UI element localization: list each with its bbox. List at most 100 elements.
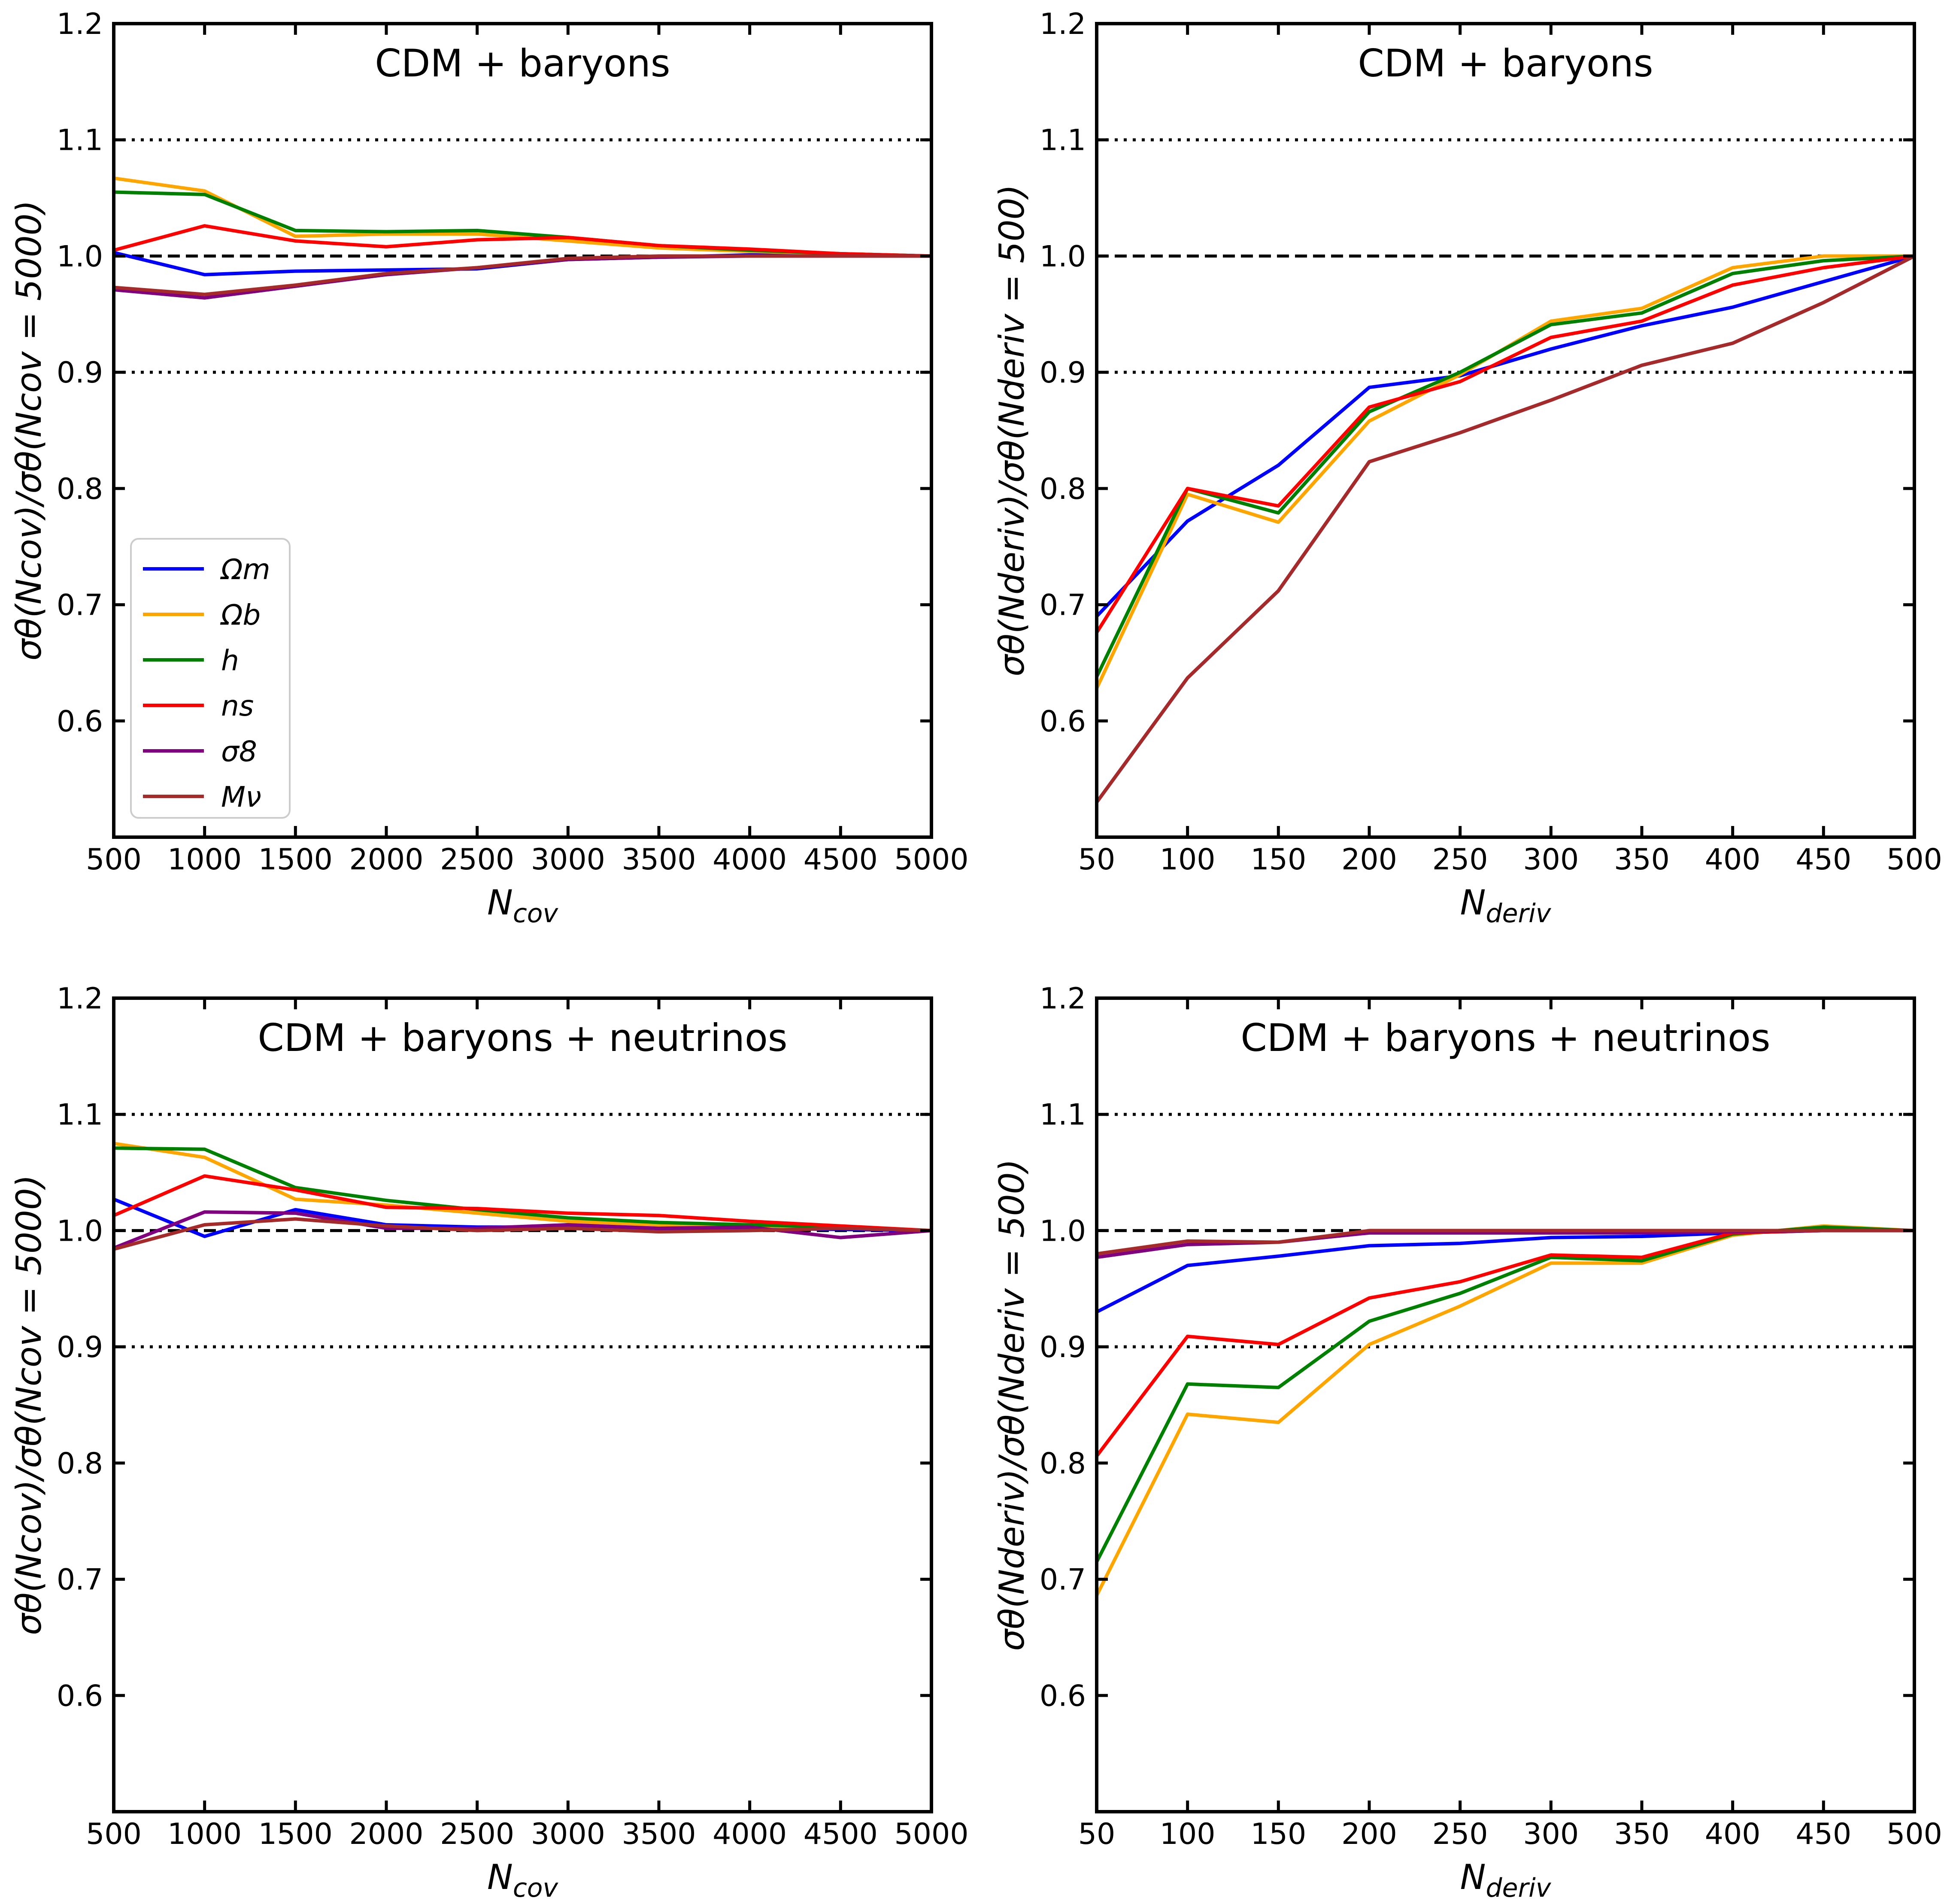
x-tick-label: 5000 [894, 843, 968, 877]
legend-label: Mν [221, 780, 261, 814]
x-tick-label: 450 [1795, 1817, 1851, 1851]
x-tick-label: 4500 [804, 843, 878, 877]
x-tick-label: 2500 [440, 1817, 514, 1851]
y-tick-label: 0.7 [57, 589, 103, 623]
panel-3: 0.6 0.7 0.8 0.9 1.0 1.1 1.2 500 1000 1500 2000 2500… [9, 982, 969, 1903]
x-tick-label: 3000 [531, 1817, 605, 1851]
y-tick-label: 0.7 [1040, 1563, 1086, 1597]
legend-label: Ωb [220, 598, 261, 632]
y-tick-label: 0.6 [1040, 1679, 1086, 1713]
x-tick-label: 250 [1432, 843, 1488, 877]
x-tick-label: 1500 [258, 1817, 333, 1851]
legend-label: h [221, 644, 239, 677]
x-tick-label: 450 [1795, 843, 1851, 877]
y-tick-label: 0.9 [1040, 1330, 1086, 1364]
y-tick-label: 1.2 [57, 982, 103, 1016]
x-axis-label: Ncov [487, 883, 559, 929]
series-group [1097, 254, 1914, 804]
y-tick-label: 1.0 [1040, 1214, 1086, 1248]
series-line-5 [1097, 254, 1914, 804]
series-line-5 [1097, 1229, 1914, 1256]
x-tick-label: 350 [1614, 843, 1670, 877]
x-axis-label: Ncov [487, 1857, 559, 1903]
series-line-5 [114, 1217, 931, 1251]
y-tick-label: 0.6 [1040, 705, 1086, 738]
plot-frame [112, 996, 933, 1813]
x-tick-label: 500 [1886, 1817, 1942, 1851]
x-tick-label: 1000 [167, 843, 242, 877]
x-tick-label: 350 [1614, 1817, 1670, 1851]
series-line-2 [114, 1146, 931, 1233]
y-tick-label: 0.9 [1040, 356, 1086, 390]
series-line-3 [1097, 254, 1914, 634]
series-line-3 [114, 224, 931, 258]
x-tick-label: 5000 [894, 1817, 968, 1851]
x-tick-label: 400 [1705, 1817, 1761, 1851]
y-tick-label: 1.1 [1040, 124, 1086, 158]
x-axis-label-sub: deriv [1486, 1873, 1551, 1903]
y-tick-label: 0.8 [1040, 1447, 1086, 1481]
legend-label: Ωm [220, 553, 270, 586]
y-tick-label: 0.9 [57, 356, 103, 390]
x-tick-label: 400 [1705, 843, 1761, 877]
y-tick-label: 1.1 [57, 124, 103, 158]
x-axis-label-sub: cov [513, 899, 559, 929]
legend-box [130, 538, 291, 819]
y-tick-label: 1.2 [1040, 7, 1086, 41]
y-tick-label: 0.6 [57, 705, 103, 738]
x-axis-label: Nderiv [1460, 1857, 1552, 1903]
y-tick-label: 0.7 [57, 1563, 103, 1597]
x-tick-label: 50 [1078, 843, 1116, 877]
y-tick-label: 0.6 [57, 1679, 103, 1713]
series-line-4 [114, 1210, 931, 1250]
x-tick-label: 2000 [349, 1817, 423, 1851]
x-tick-label: 1000 [167, 1817, 242, 1851]
panel-2: 0.6 0.7 0.8 0.9 1.0 1.1 1.2 50 100 150 200 250 300 35… [992, 7, 1942, 929]
y-tick-label: 0.9 [57, 1330, 103, 1364]
x-tick-label: 100 [1160, 1817, 1216, 1851]
plot-frame [1095, 996, 1916, 1813]
x-tick-label: 200 [1341, 843, 1397, 877]
plot-frame [1095, 22, 1916, 839]
x-tick-label: 500 [86, 843, 142, 877]
series-line-2 [1097, 254, 1914, 678]
x-tick-label: 3500 [622, 843, 696, 877]
y-tick-label: 1.2 [57, 7, 103, 41]
chart-title: CDM + baryons + neutrinos [1240, 1016, 1770, 1060]
series-line-0 [1097, 254, 1914, 618]
x-tick-label: 4000 [713, 843, 787, 877]
x-tick-label: 4500 [804, 1817, 878, 1851]
x-tick-label: 2500 [440, 843, 514, 877]
x-axis-label-sub: cov [513, 1873, 559, 1903]
x-tick-label: 150 [1250, 843, 1306, 877]
y-tick-label: 1.0 [57, 240, 103, 273]
y-axis-label: σθ(Nderiv)/σθ(Nderiv = 500) [992, 184, 1032, 676]
legend-label: σ8 [221, 735, 257, 768]
x-tick-label: 150 [1250, 1817, 1306, 1851]
y-axis-label: σθ(Ncov)/σθ(Ncov = 5000) [9, 1175, 49, 1635]
x-tick-label: 3500 [622, 1817, 696, 1851]
series-line-5 [114, 254, 931, 296]
y-tick-label: 0.8 [1040, 472, 1086, 506]
series-group [1097, 1224, 1914, 1597]
chart-title: CDM + baryons [1358, 41, 1653, 85]
y-tick-label: 0.8 [57, 1447, 103, 1481]
x-tick-label: 500 [1886, 843, 1942, 877]
x-tick-label: 50 [1078, 1817, 1116, 1851]
y-tick-label: 1.2 [1040, 982, 1086, 1016]
x-tick-label: 3000 [531, 843, 605, 877]
legend-label: ns [221, 689, 254, 723]
plot-frame [112, 22, 933, 839]
x-tick-label: 1500 [258, 843, 333, 877]
x-tick-label: 4000 [713, 1817, 787, 1851]
chart-title: CDM + baryons + neutrinos [258, 1016, 787, 1060]
y-tick-label: 0.8 [57, 472, 103, 506]
x-tick-label: 200 [1341, 1817, 1397, 1851]
x-tick-label: 300 [1523, 1817, 1579, 1851]
legend: Ωm Ωb h ns σ8 Mν [130, 538, 291, 819]
y-axis-label: σθ(Ncov)/σθ(Ncov = 5000) [9, 200, 49, 661]
x-tick-label: 2000 [349, 843, 423, 877]
y-axis-label: σθ(Nderiv)/σθ(Nderiv = 500) [992, 1159, 1032, 1651]
panel-1: 0.6 0.7 0.8 0.9 1.0 1.1 1.2 500 1000 1500 2000 2500… [9, 7, 969, 929]
